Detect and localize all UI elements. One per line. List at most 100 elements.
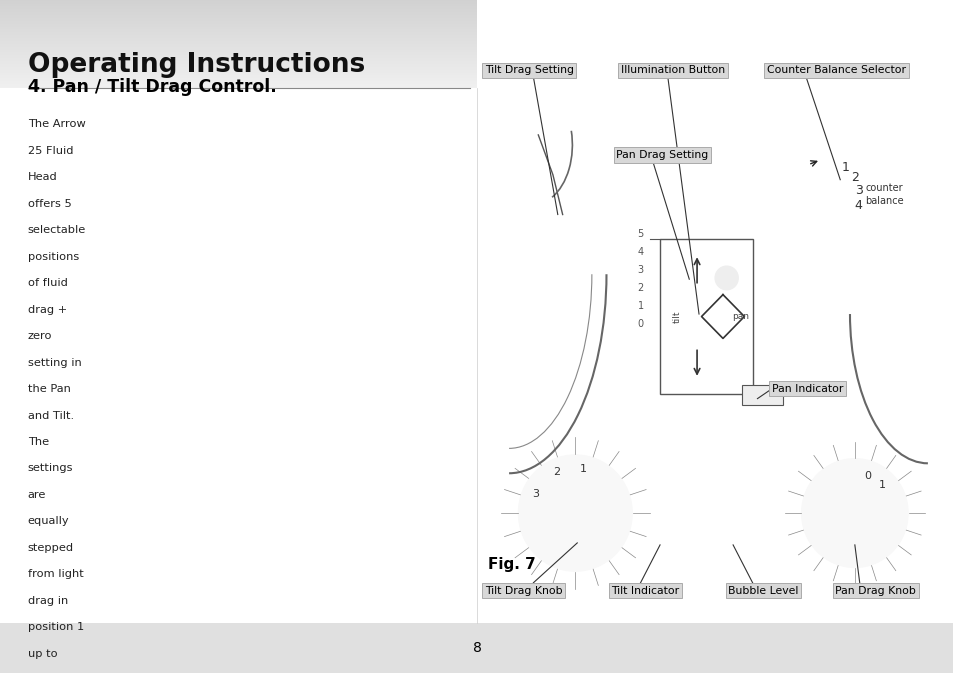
Bar [0, 46, 476, 47]
Bar [0, 85, 476, 86]
Text: 5: 5 [637, 229, 643, 240]
Bar [0, 7, 476, 8]
Circle shape [714, 266, 738, 290]
Bar [0, 53, 476, 54]
Bar [0, 8, 476, 9]
Bar [0, 0, 476, 1]
Bar [0, 22, 476, 23]
Text: positions: positions [28, 252, 79, 262]
Bar [0, 83, 476, 84]
Text: tilt: tilt [673, 310, 681, 323]
Text: from light: from light [28, 569, 83, 579]
Bar [0, 60, 476, 61]
Text: settings: settings [28, 464, 73, 474]
Bar [0, 36, 476, 37]
Bar [0, 14, 476, 15]
Text: 3: 3 [532, 489, 538, 499]
Bar [0, 25, 476, 26]
Text: 4: 4 [637, 248, 643, 257]
Text: the Pan: the Pan [28, 384, 71, 394]
Bar [0, 49, 476, 50]
Bar [0, 67, 476, 68]
Bar [0, 54, 476, 55]
Text: 2: 2 [637, 283, 643, 293]
Bar [0, 6, 476, 7]
Bar [0, 68, 476, 69]
Bar [0, 80, 476, 81]
Bar [0, 72, 476, 73]
Text: Head: Head [28, 172, 57, 182]
Text: 0: 0 [637, 319, 643, 329]
Text: setting in: setting in [28, 357, 81, 367]
Bar [0, 35, 476, 36]
Text: 1: 1 [578, 464, 586, 474]
Bar [0, 23, 476, 24]
Text: Fig. 7: Fig. 7 [487, 557, 535, 572]
Bar [0, 38, 476, 39]
Bar [0, 62, 476, 63]
Bar [0, 71, 476, 72]
Bar [0, 42, 476, 43]
Text: Operating Instructions: Operating Instructions [28, 52, 365, 78]
Bar [0, 57, 476, 58]
Text: selectable: selectable [28, 225, 86, 235]
Bar [0, 30, 476, 31]
Text: Tilt Indicator: Tilt Indicator [611, 586, 679, 596]
Bar [0, 40, 476, 41]
Text: of fluid: of fluid [28, 278, 68, 288]
Bar [0, 56, 476, 57]
Text: stepped: stepped [28, 543, 73, 553]
Text: drag in: drag in [28, 596, 68, 606]
Bar [0, 65, 476, 66]
Text: 2: 2 [553, 468, 559, 477]
Bar [0, 70, 476, 71]
Text: 1: 1 [637, 301, 643, 311]
Bar [0, 33, 476, 34]
Bar [0, 51, 476, 52]
Bar [0, 18, 476, 19]
Text: zero: zero [28, 331, 52, 341]
Text: 4: 4 [853, 199, 861, 212]
Bar [0, 4, 476, 5]
Text: 4. Pan / Tilt Drag Control.: 4. Pan / Tilt Drag Control. [28, 78, 276, 96]
Bar [0, 19, 476, 20]
Bar [0, 17, 476, 18]
Bar [0, 5, 476, 6]
Bar [0, 48, 476, 49]
Bar [0, 15, 476, 16]
Bar [0, 20, 476, 21]
Bar [0, 13, 476, 14]
Bar [0, 58, 476, 59]
Bar [0, 31, 476, 32]
Bar [0, 82, 476, 83]
Text: Counter Balance Selector: Counter Balance Selector [766, 65, 905, 75]
Bar [0, 44, 476, 45]
Text: 0: 0 [863, 470, 871, 481]
FancyBboxPatch shape [741, 385, 782, 404]
Text: Illumination Button: Illumination Button [620, 65, 724, 75]
Bar [0, 16, 476, 17]
Bar [0, 24, 476, 25]
Bar [0, 76, 476, 77]
Bar [0, 45, 476, 46]
Bar [0, 86, 476, 87]
Text: The Arrow: The Arrow [28, 119, 86, 129]
Text: and Tilt.: and Tilt. [28, 411, 73, 421]
Circle shape [801, 458, 907, 567]
Text: Tilt Drag Knob: Tilt Drag Knob [484, 586, 561, 596]
Text: Bubble Level: Bubble Level [727, 586, 798, 596]
Bar [0, 11, 476, 12]
Bar [0, 63, 476, 64]
Text: 3: 3 [855, 184, 862, 197]
Text: 1: 1 [841, 161, 849, 174]
Bar [0, 1, 476, 2]
Bar [659, 240, 752, 394]
Bar [0, 52, 476, 53]
Text: up to: up to [28, 649, 57, 659]
Bar [0, 77, 476, 78]
Bar [0, 21, 476, 22]
Circle shape [517, 455, 632, 571]
Bar [0, 47, 476, 48]
Bar [0, 41, 476, 42]
Text: 8: 8 [472, 641, 481, 655]
